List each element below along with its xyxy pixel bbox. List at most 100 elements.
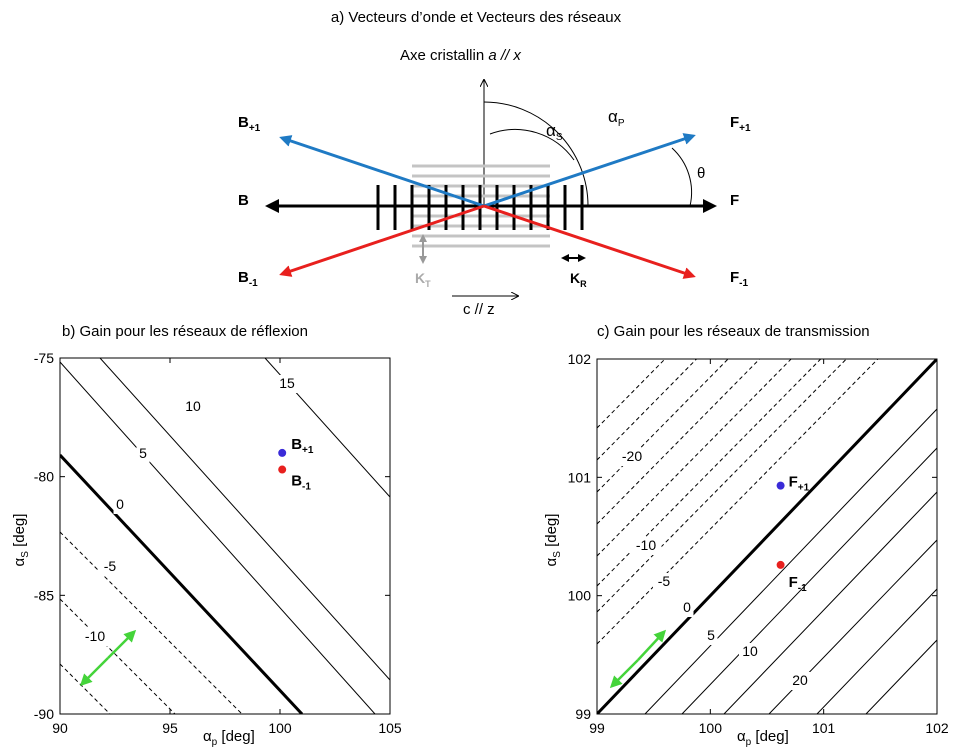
chart-b-ylabel: αS [deg] xyxy=(11,514,31,567)
x-tick-label: 99 xyxy=(589,720,605,736)
x-tick-label: 100 xyxy=(699,720,723,736)
crystal-axis-label: Axe cristallin a // x xyxy=(400,47,521,64)
contour-c-minus-25 xyxy=(597,359,761,525)
F-minus-1-vector xyxy=(483,204,696,279)
contour-label-bg xyxy=(182,398,204,416)
y-tick-label: 101 xyxy=(568,469,592,485)
contour-label-bg xyxy=(653,573,675,591)
y-tick-label: 100 xyxy=(568,588,592,604)
y-tick-label: -80 xyxy=(34,469,54,485)
contour-label: 0 xyxy=(683,599,691,615)
x-tick-label: 90 xyxy=(52,720,68,736)
contour-label: 15 xyxy=(279,375,295,391)
contour-label-bg xyxy=(739,643,761,661)
contour-b-0 xyxy=(60,453,304,714)
green-arrow-c-down xyxy=(609,659,639,689)
contour-label: 10 xyxy=(185,398,201,414)
label-alpha-s: αS xyxy=(546,121,563,143)
contour-label: 5 xyxy=(707,627,715,643)
contour-label-bg xyxy=(789,672,811,690)
contour-c-25 xyxy=(816,588,937,714)
contour-label-bg xyxy=(99,558,121,576)
contour-label: -10 xyxy=(636,537,656,553)
contour-label: -10 xyxy=(85,628,105,644)
green-arrow-b-down xyxy=(79,657,109,687)
B-plus-1-vector xyxy=(279,135,485,208)
diagram-a: a) Vecteurs d’onde et Vecteurs des résea… xyxy=(238,9,751,318)
point-label-B-1: B-1 xyxy=(291,473,311,493)
chart-b-title: b) Gain pour les réseaux de réflexion xyxy=(62,323,308,340)
contour-label-bg xyxy=(113,496,127,514)
x-tick-label: 100 xyxy=(268,720,292,736)
x-tick-label: 102 xyxy=(925,720,949,736)
chart-c: c) Gain pour les réseaux de transmission… xyxy=(543,323,949,748)
contour-c-0 xyxy=(597,359,937,714)
diagram-a-title: a) Vecteurs d’onde et Vecteurs des résea… xyxy=(331,9,622,26)
contour-c-15 xyxy=(723,491,937,714)
y-tick-label: -75 xyxy=(34,350,54,366)
contour-c-minus-15 xyxy=(597,359,822,587)
alpha-p-arc xyxy=(483,101,589,207)
label-KR: KR xyxy=(570,270,587,289)
contour-b-10 xyxy=(99,358,390,681)
contour-c-minus-40 xyxy=(597,359,666,429)
contour-label: 20 xyxy=(792,672,808,688)
chart-c-title: c) Gain pour les réseaux de transmission xyxy=(597,323,870,340)
c-axis-label: c // z xyxy=(463,301,495,318)
contour-label: 0 xyxy=(116,496,124,512)
contour-c-30 xyxy=(865,639,937,714)
point-label-F-1: F-1 xyxy=(789,574,808,594)
label-alpha-p: αP xyxy=(608,107,625,129)
contour-c-10 xyxy=(681,447,937,714)
green-arrow-c-up xyxy=(637,629,667,661)
contour-b-minus-10 xyxy=(60,598,176,714)
contour-b-minus-5 xyxy=(60,531,243,714)
contour-c-5 xyxy=(644,408,937,714)
point-label-B+1: B+1 xyxy=(291,436,314,456)
contour-label-bg xyxy=(630,537,662,555)
contour-label-bg xyxy=(616,448,648,466)
contour-label-bg xyxy=(79,628,111,646)
label-KT: KT xyxy=(415,270,431,289)
alpha-s-arc xyxy=(489,128,575,161)
point-B+1 xyxy=(278,448,287,457)
contour-label: 10 xyxy=(742,643,758,659)
label-F-plus-1: F+1 xyxy=(730,114,751,134)
contour-label-bg xyxy=(680,599,694,617)
label-F-minus-1: F-1 xyxy=(730,269,749,289)
F-plus-1-vector xyxy=(483,133,696,208)
B-minus-1-vector xyxy=(279,204,485,277)
chart-b-xlabel: αp [deg] xyxy=(203,728,255,748)
contour-label-bg xyxy=(276,375,298,393)
contour-c-minus-30 xyxy=(597,359,729,493)
y-tick-label: 102 xyxy=(568,351,592,367)
green-arrow-b-up xyxy=(107,629,137,659)
point-label-F+1: F+1 xyxy=(789,474,810,494)
theta-arc xyxy=(671,147,693,207)
contour-c-minus-35 xyxy=(597,359,698,461)
contour-label: -20 xyxy=(622,448,642,464)
label-B-minus-1: B-1 xyxy=(238,269,258,289)
label-F: F xyxy=(730,192,739,209)
point-F+1 xyxy=(776,481,785,490)
chart-c-xlabel: αp [deg] xyxy=(737,728,789,748)
contour-b-5 xyxy=(60,361,376,714)
contour-label: -5 xyxy=(658,573,671,589)
contour-c-minus-10 xyxy=(597,359,848,613)
chart-c-ylabel: αS [deg] xyxy=(543,514,563,567)
y-tick-label: -90 xyxy=(34,706,54,722)
label-B: B xyxy=(238,192,249,209)
chart-b-frame xyxy=(59,357,391,715)
chart-c-frame xyxy=(596,358,938,715)
point-F-1 xyxy=(776,560,785,569)
chart-b-contours xyxy=(60,358,390,714)
x-tick-label: 95 xyxy=(162,720,178,736)
contour-label: 5 xyxy=(139,445,147,461)
label-theta: θ xyxy=(697,165,705,182)
x-tick-label: 101 xyxy=(812,720,836,736)
x-tick-label: 105 xyxy=(378,720,402,736)
contour-c-minus-20 xyxy=(597,359,792,557)
y-tick-label: 99 xyxy=(575,706,591,722)
chart-c-contours xyxy=(597,359,937,714)
